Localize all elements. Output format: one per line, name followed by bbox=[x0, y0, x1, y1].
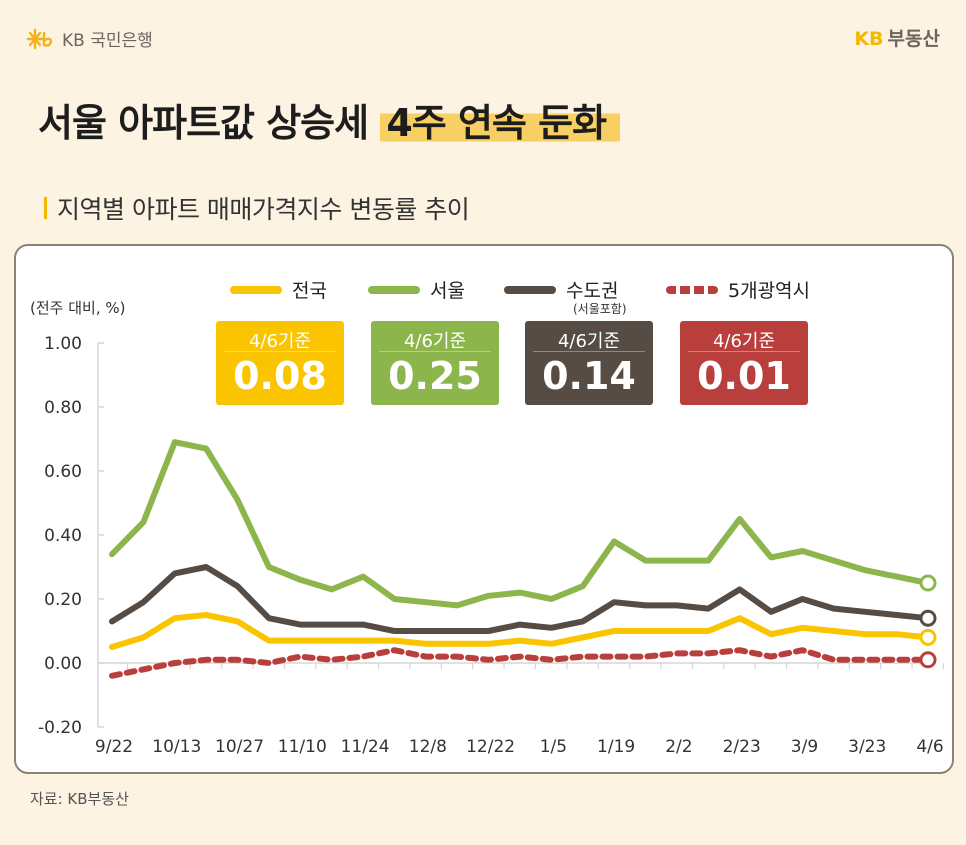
chart-subtitle: 지역별 아파트 매매가격지수 변동률 추이 bbox=[44, 190, 470, 226]
x-tick-label: 9/22 bbox=[95, 737, 133, 757]
badge-seoul: 4/6기준 0.25 bbox=[371, 321, 499, 405]
source-note: 자료: KB부동산 bbox=[30, 790, 129, 808]
x-tick-label: 3/23 bbox=[848, 737, 886, 757]
title-highlight: 4주 연속 둔화 bbox=[380, 101, 621, 145]
x-tick-label: 12/22 bbox=[466, 737, 515, 757]
kb-real-estate-logo: KB 부동산 bbox=[854, 24, 940, 51]
title-main: 서울 아파트값 상승세 bbox=[38, 101, 369, 145]
badge-label: 4/6기준 bbox=[533, 321, 645, 352]
y-axis-unit-label: (전주 대비, %) bbox=[30, 299, 126, 317]
legend-item-capital: 수도권 bbox=[504, 276, 618, 303]
badge-label: 4/6기준 bbox=[224, 321, 336, 352]
x-tick-label: 12/8 bbox=[409, 737, 447, 757]
x-tick-label: 10/13 bbox=[152, 737, 201, 757]
page-title: 서울 아파트값 상승세 4주 연속 둔화 bbox=[38, 92, 621, 147]
badge-label: 4/6기준 bbox=[379, 321, 491, 352]
legend-swatch bbox=[230, 285, 282, 294]
y-tick-label: 0.80 bbox=[44, 398, 82, 418]
y-tick-label: 0.40 bbox=[44, 526, 82, 546]
legend-note: (서울포함) bbox=[573, 302, 627, 316]
x-tick-label: 4/6 bbox=[916, 737, 943, 757]
legend-swatch bbox=[504, 285, 556, 294]
legend-swatch bbox=[666, 285, 718, 294]
badge-capital: 4/6기준 0.14 bbox=[525, 321, 653, 405]
subtitle-text: 지역별 아파트 매매가격지수 변동률 추이 bbox=[57, 195, 470, 224]
legend-item-seoul: 서울 bbox=[368, 276, 465, 303]
badge-value: 0.25 bbox=[388, 354, 482, 398]
badge-value: 0.08 bbox=[233, 354, 327, 398]
y-tick-label: 0.60 bbox=[44, 462, 82, 482]
y-tick-label: 0.00 bbox=[44, 654, 82, 674]
legend-label: 수도권 bbox=[566, 280, 619, 302]
y-tick-label: 1.00 bbox=[44, 334, 82, 354]
subtitle-accent-bar bbox=[44, 197, 47, 219]
legend-item-nationwide: 전국 bbox=[230, 276, 327, 303]
x-tick-label: 11/24 bbox=[341, 737, 390, 757]
end-point-marker bbox=[919, 651, 937, 669]
end-point-marker bbox=[919, 574, 937, 592]
end-point-marker bbox=[919, 609, 937, 627]
y-tick-label: 0.20 bbox=[44, 590, 82, 610]
badge-value: 0.14 bbox=[542, 354, 636, 398]
brand-kb: KB bbox=[854, 28, 884, 50]
x-tick-label: 3/9 bbox=[791, 737, 818, 757]
badge-value: 0.01 bbox=[697, 354, 791, 398]
legend-label: 전국 bbox=[292, 280, 327, 302]
end-point-marker bbox=[919, 628, 937, 646]
x-tick-label: 2/23 bbox=[723, 737, 761, 757]
x-tick-label: 1/19 bbox=[597, 737, 635, 757]
x-tick-label: 2/2 bbox=[665, 737, 692, 757]
badge-label: 4/6기준 bbox=[688, 321, 800, 352]
kb-star-icon bbox=[26, 28, 53, 49]
y-tick-label: -0.20 bbox=[38, 718, 82, 738]
bank-name: KB 국민은행 bbox=[62, 31, 153, 51]
kb-bank-logo: KB 국민은행 bbox=[26, 26, 153, 51]
brand-name: 부동산 bbox=[887, 28, 940, 50]
x-tick-label: 1/5 bbox=[540, 737, 567, 757]
x-tick-label: 11/10 bbox=[278, 737, 327, 757]
series-line-0 bbox=[109, 612, 931, 650]
x-tick-label: 10/27 bbox=[215, 737, 264, 757]
badge-metro5: 4/6기준 0.01 bbox=[680, 321, 808, 405]
legend-swatch bbox=[368, 285, 420, 294]
legend-label: 5개광역시 bbox=[728, 280, 811, 302]
legend-item-metro5: 5개광역시 bbox=[666, 276, 810, 303]
badge-nationwide: 4/6기준 0.08 bbox=[216, 321, 344, 405]
legend-label: 서울 bbox=[430, 280, 465, 302]
